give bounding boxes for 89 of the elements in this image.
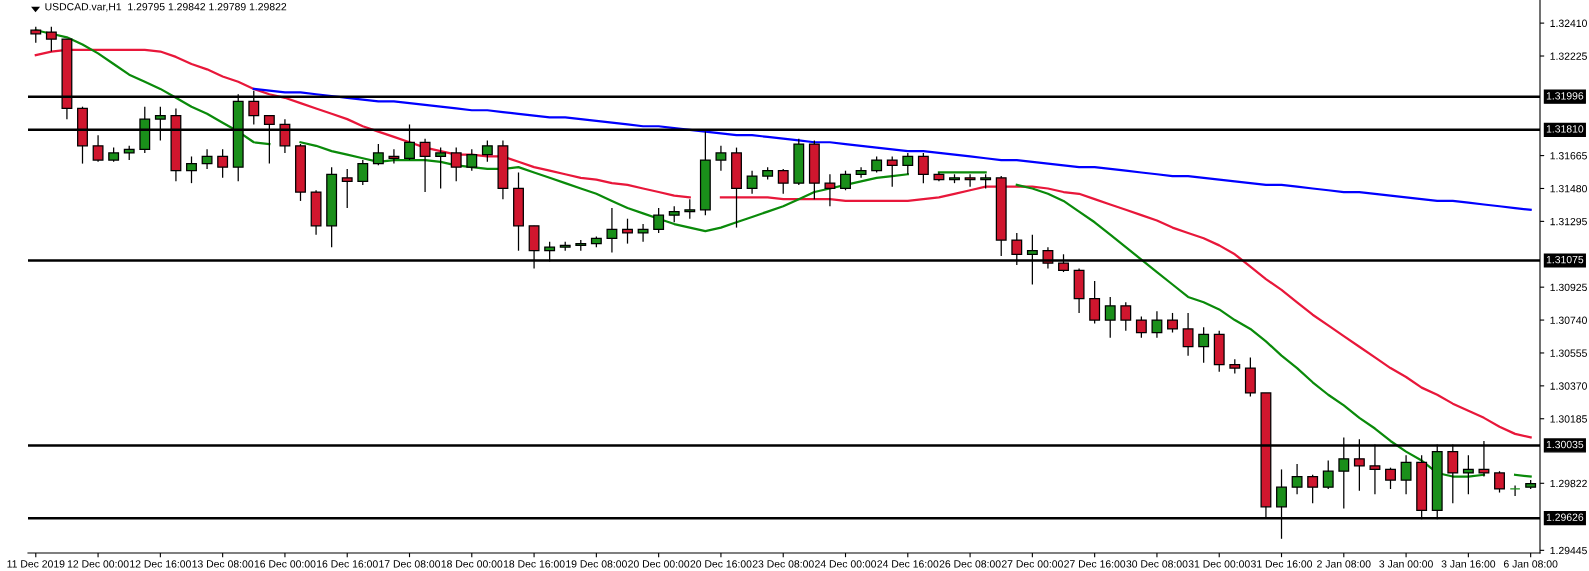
x-tick-label: 16 Dec 16:00: [317, 560, 378, 568]
candlestick: [1182, 312, 1194, 357]
candlestick: [684, 198, 696, 220]
candlestick: [341, 168, 353, 209]
candlestick: [357, 159, 369, 186]
candlestick: [1509, 484, 1521, 497]
candlestick: [1167, 312, 1178, 334]
candlestick: [746, 170, 758, 195]
candlestick: [1462, 454, 1474, 495]
y-tick-label: 1.32225: [1550, 52, 1587, 60]
candlestick: [917, 152, 929, 184]
x-tick-label: 17 Dec 08:00: [379, 560, 441, 568]
x-tick-label: 11 Dec 2019: [7, 560, 65, 568]
candlestick: [419, 138, 431, 193]
candlestick: [840, 170, 851, 191]
x-tick-label: 27 Dec 00:00: [1001, 560, 1063, 568]
ref-line-label: 1.29626: [1546, 513, 1584, 521]
y-tick-label: 1.29445: [1550, 546, 1587, 555]
candlestick: [902, 152, 914, 175]
y-tick-label: 1.29822: [1550, 479, 1587, 488]
candlestick: [1104, 296, 1116, 339]
y-tick-label: 1.30185: [1550, 415, 1587, 423]
candlestick: [964, 173, 976, 188]
x-tick-label: 30 Dec 08:00: [1126, 560, 1188, 568]
x-tick-label: 19 Dec 08:00: [566, 560, 627, 568]
candlestick: [1385, 467, 1396, 490]
x-tick-label: 31 Dec 00:00: [1188, 560, 1250, 568]
candlestick: [1322, 459, 1334, 490]
x-tick-label: 12 Dec 16:00: [130, 560, 191, 568]
candlestick: [1494, 470, 1505, 494]
x-tick-label: 18 Dec 16:00: [503, 560, 565, 568]
ref-line-label: 1.31996: [1546, 92, 1584, 100]
x-tick-label: 31 Dec 16:00: [1250, 560, 1313, 568]
y-tick-label: 1.30370: [1550, 382, 1587, 390]
candlestick: [1135, 315, 1147, 339]
x-tick-label: 20 Dec 16:00: [690, 560, 752, 568]
candlestick: [1089, 280, 1101, 325]
y-tick-label: 1.30925: [1550, 283, 1587, 292]
x-tick-label: 12 Dec 00:00: [67, 560, 129, 568]
candlestick: [435, 146, 447, 190]
candlestick: [637, 223, 649, 243]
candlestick: [1400, 454, 1412, 495]
y-tick-label: 1.30740: [1550, 316, 1587, 324]
ref-line-label: 1.31075: [1546, 255, 1584, 264]
y-tick-label: 1.30555: [1550, 349, 1587, 357]
candlestick: [1307, 474, 1319, 504]
candlestick: [450, 146, 462, 182]
candlestick: [466, 148, 478, 172]
candlestick: [886, 155, 898, 188]
x-tick-label: 16 Dec 00:00: [254, 560, 316, 568]
y-tick-label: 1.31295: [1550, 217, 1587, 226]
x-tick-label: 18 Dec 00:00: [441, 560, 503, 568]
candlestick: [45, 26, 57, 53]
candlestick: [1151, 310, 1163, 339]
x-tick-label: 24 Dec 00:00: [815, 560, 877, 568]
ref-line-label: 1.30035: [1546, 440, 1584, 449]
x-tick-label: 2 Jan 08:00: [1317, 560, 1371, 568]
candlestick: [606, 207, 618, 254]
line-series: [252, 87, 1532, 211]
x-tick-label: 20 Dec 00:00: [628, 560, 690, 568]
x-tick-label: 26 Dec 08:00: [939, 560, 1001, 568]
candlestick: [1120, 301, 1132, 332]
candlestick: [388, 148, 400, 165]
ref-line-label: 1.31810: [1546, 125, 1584, 133]
candlestick: [1198, 326, 1210, 364]
candlestick: [855, 166, 867, 179]
candlestick: [481, 139, 493, 163]
y-tick-label: 1.32410: [1550, 19, 1587, 27]
x-tick-label: 24 Dec 16:00: [877, 560, 939, 568]
candlestick: [201, 148, 213, 170]
candlestick: [824, 173, 836, 207]
candlestick: [186, 155, 197, 184]
x-tick-label: 3 Jan 00:00: [1379, 560, 1433, 568]
candlestick: [715, 145, 727, 172]
x-tick-label: 3 Jan 16:00: [1441, 560, 1496, 568]
x-tick-label: 13 Dec 08:00: [192, 560, 254, 568]
candlestick: [92, 134, 104, 163]
x-tick-label: 6 Jan 08:00: [1503, 560, 1558, 568]
y-tick-label: 1.31665: [1550, 152, 1587, 160]
y-tick-label: 1.31480: [1550, 184, 1587, 193]
x-tick-label: 27 Dec 16:00: [1064, 560, 1126, 568]
chart-title: USDCAD.var,H1 1.29795 1.29842 1.29789 1.29822: [45, 3, 287, 12]
candlestick: [372, 143, 384, 166]
candlestick: [622, 218, 633, 245]
candlestick: [777, 168, 789, 195]
x-tick-label: 23 Dec 08:00: [752, 560, 814, 568]
candlestick: [217, 148, 229, 179]
candlestick: [653, 207, 665, 234]
candlestick: [1291, 463, 1303, 495]
